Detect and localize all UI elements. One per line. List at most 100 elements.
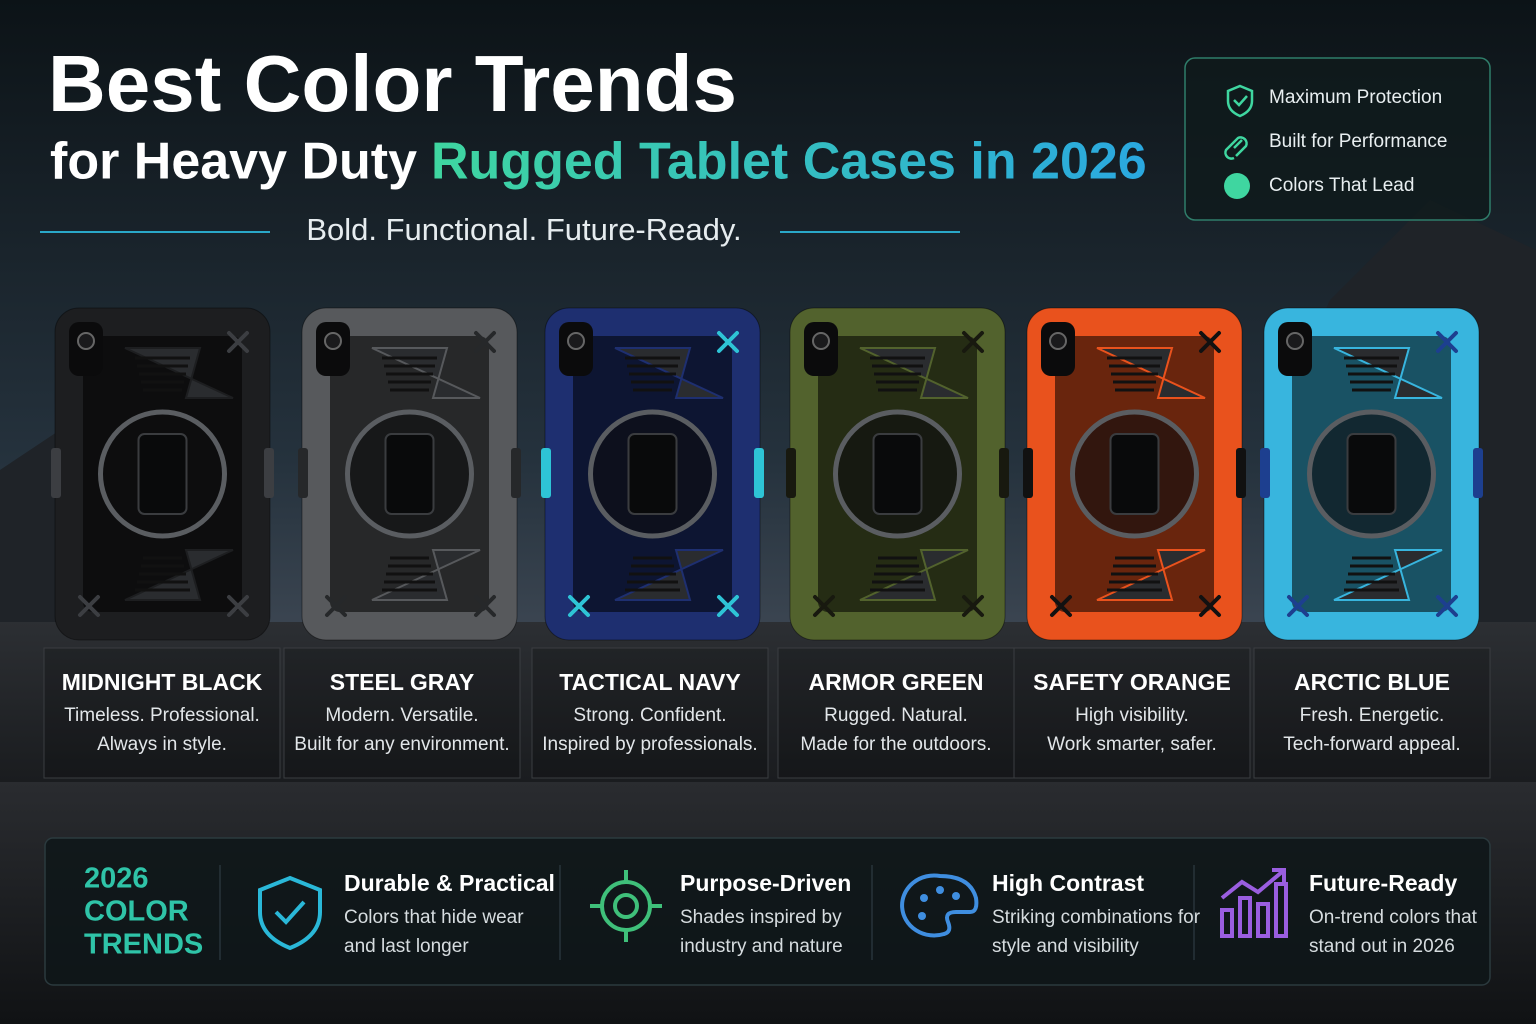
corner-mark <box>962 595 984 617</box>
case-description: Rugged. Natural. <box>824 705 968 726</box>
feature-description: industry and nature <box>680 936 843 957</box>
feature-description: On-trend colors that <box>1309 907 1478 928</box>
side-clip <box>999 448 1009 498</box>
case-description: Strong. Confident. <box>573 705 726 726</box>
side-clip <box>1260 448 1270 498</box>
case-description: Modern. Versatile. <box>325 705 478 726</box>
corner-mark <box>78 595 100 617</box>
feature-description: stand out in 2026 <box>1309 936 1455 957</box>
corner-mark <box>1436 331 1458 353</box>
badge-label: Built for Performance <box>1269 131 1447 152</box>
tablet-case: STEEL GRAY Modern. Versatile. Built for an… <box>283 307 521 779</box>
feature-description: Colors that hide wear <box>344 907 524 928</box>
case-name: SAFETY ORANGE <box>1033 669 1231 695</box>
hand-strap <box>137 433 188 515</box>
case-grill <box>859 347 969 601</box>
corner-mark <box>1436 595 1458 617</box>
side-clip <box>1473 448 1483 498</box>
corner-mark <box>717 331 739 353</box>
side-clip <box>264 448 274 498</box>
side-clip <box>298 448 308 498</box>
shield-icon <box>1226 84 1254 118</box>
case-name: STEEL GRAY <box>330 669 474 695</box>
case-grill <box>124 347 234 601</box>
feature-description: style and visibility <box>992 936 1139 957</box>
hand-strap <box>872 433 923 515</box>
label-block <box>43 647 281 779</box>
footer-panel <box>44 837 1491 986</box>
camera <box>77 332 95 350</box>
side-clip <box>1236 448 1246 498</box>
case-grill <box>1333 347 1443 601</box>
hand-strap <box>1346 433 1397 515</box>
palette-icon <box>900 873 979 938</box>
feature-title: Future-Ready <box>1309 870 1457 896</box>
corner-mark <box>1050 595 1072 617</box>
corner-mark <box>1287 595 1309 617</box>
corner-mark <box>568 595 590 617</box>
hand-strap <box>384 433 435 515</box>
feature-description: and last longer <box>344 936 469 957</box>
tablet-case: ARCTIC BLUE Fresh. Energetic. Tech-forward… <box>1253 307 1491 779</box>
case-description: High visibility. <box>1075 705 1189 726</box>
target-icon <box>590 870 662 942</box>
side-clip <box>786 448 796 498</box>
camera <box>1049 332 1067 350</box>
hand-strap <box>1109 433 1160 515</box>
case-description: Made for the outdoors. <box>800 734 991 755</box>
case-description: Always in style. <box>97 734 227 755</box>
hand-strap <box>627 433 678 515</box>
corner-mark <box>474 331 496 353</box>
feature-title: Purpose-Driven <box>680 870 851 896</box>
footer-label: 2026 <box>84 863 149 895</box>
label-block <box>1013 647 1251 779</box>
camera <box>324 332 342 350</box>
footer-label: TRENDS <box>84 929 203 961</box>
feature-title: High Contrast <box>992 870 1144 896</box>
case-description: Timeless. Professional. <box>64 705 260 726</box>
corner-mark <box>717 595 739 617</box>
camera <box>812 332 830 350</box>
corner-mark <box>1199 595 1221 617</box>
case-description: Inspired by professionals. <box>542 734 757 755</box>
tablet-case: ARMOR GREEN Rugged. Natural. Made for the … <box>777 307 1015 779</box>
badge-panel <box>1184 57 1491 221</box>
case-grill <box>614 347 724 601</box>
label-block <box>283 647 521 779</box>
case-description: Built for any environment. <box>294 734 509 755</box>
label-block <box>1253 647 1491 779</box>
corner-mark <box>325 595 347 617</box>
corner-mark <box>474 595 496 617</box>
tablet-case: TACTICAL NAVY Strong. Confident. Inspired … <box>531 307 769 779</box>
corner-mark <box>1199 331 1221 353</box>
title: Best Color Trends <box>48 39 737 128</box>
corner-mark <box>962 331 984 353</box>
growth-icon <box>1220 868 1288 938</box>
camera <box>1286 332 1304 350</box>
tagline: Bold. Functional. Future-Ready. <box>306 212 741 247</box>
case-description: Fresh. Energetic. <box>1300 705 1445 726</box>
corner-mark <box>227 595 249 617</box>
label-block <box>531 647 769 779</box>
side-clip <box>1023 448 1033 498</box>
corner-mark <box>813 595 835 617</box>
corner-mark <box>227 331 249 353</box>
link-icon <box>1224 136 1248 160</box>
palette-icon <box>1224 173 1250 199</box>
case-grill <box>371 347 481 601</box>
case-name: ARCTIC BLUE <box>1294 669 1450 695</box>
case-description: Tech-forward appeal. <box>1283 734 1460 755</box>
side-clip <box>754 448 764 498</box>
side-clip <box>511 448 521 498</box>
feature-description: Striking combinations for <box>992 907 1201 928</box>
side-clip <box>51 448 61 498</box>
case-name: TACTICAL NAVY <box>559 669 740 695</box>
label-block <box>777 647 1015 779</box>
tablet-case: SAFETY ORANGE High visibility. Work smarte… <box>1013 307 1251 779</box>
side-clip <box>541 448 551 498</box>
badge-label: Maximum Protection <box>1269 87 1442 108</box>
footer-label: COLOR <box>84 896 189 928</box>
case-name: ARMOR GREEN <box>808 669 983 695</box>
